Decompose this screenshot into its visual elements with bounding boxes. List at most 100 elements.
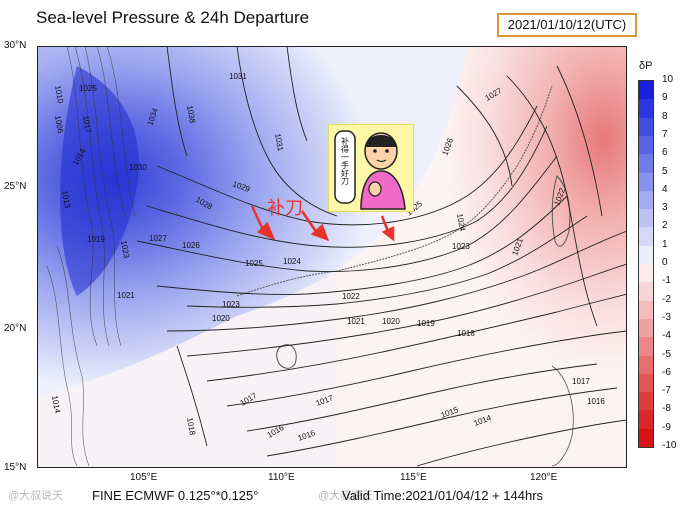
colorbar-tick-label: 6 (662, 147, 668, 159)
colorbar-tick-label: -10 (662, 440, 677, 451)
isobar-label: 1027 (149, 234, 167, 243)
coastline (236, 85, 553, 297)
lat-label: 15°N (4, 462, 27, 473)
colorbar-segment (639, 337, 653, 356)
isobar-label: 1023 (119, 240, 131, 260)
annotation-arrow-head (256, 221, 276, 241)
colorbar-tick-label: 10 (662, 74, 674, 85)
colorbar-tick-label: -4 (662, 330, 671, 342)
watermark: @大叔说天 (318, 490, 374, 502)
colorbar-segment (639, 282, 653, 302)
isobar-label: 1025 (245, 259, 263, 268)
colorbar-segment (639, 318, 653, 338)
isobar-label: 1018 (185, 417, 197, 437)
colorbar-tick-label: 2 (662, 220, 668, 232)
annotation-arrows (250, 205, 395, 242)
colorbar-tick-label: 9 (662, 92, 668, 104)
isobar-label: 1013 (60, 190, 72, 210)
annotation-text: 补刀 (267, 198, 303, 219)
colorbar-tick-label: -7 (662, 385, 671, 397)
philippines-outline (551, 365, 574, 467)
isobar-label: 1017 (81, 115, 93, 135)
isobar-label: 1023 (452, 242, 470, 251)
isobar-label: 1016 (587, 397, 605, 406)
colorbar-segment (639, 392, 653, 411)
isobar-label: 1024 (455, 213, 467, 233)
isobar-label: 1018 (457, 329, 475, 338)
lat-label: 30°N (4, 40, 27, 51)
isobar-label: 1030 (129, 163, 147, 172)
lat-label: 25°N (4, 181, 27, 192)
isobar-label: 1014 (50, 395, 62, 415)
annotation-arrow-head (310, 223, 330, 242)
chart-title: Sea-level Pressure & 24h Departure (36, 8, 310, 27)
annotation-arrow-head (381, 226, 395, 242)
colorbar-segment (639, 410, 653, 430)
colorbar-tick-label: -5 (662, 348, 671, 360)
colorbar-segment (639, 245, 653, 265)
isobar-label: 1038 (185, 105, 197, 125)
lat-label: 20°N (4, 323, 27, 334)
colorbar-segment (639, 172, 653, 192)
colorbar (638, 80, 654, 448)
cartoon-caption: 补得一手好刀 (341, 136, 350, 186)
lon-label: 110°E (268, 472, 295, 483)
isobar-label: 1026 (182, 241, 200, 250)
isobar-label: 1025 (79, 84, 97, 93)
colorbar-segment (639, 135, 653, 155)
cartoon-figure: 补得一手好刀 (334, 130, 406, 210)
colorbar-tick-label: -2 (662, 293, 671, 305)
colorbar-segment (639, 355, 653, 375)
valid-time: Valid Time:2021/01/04/12 + 144hrs (342, 488, 544, 503)
cartoon-sticker: 补得一手好刀 (328, 124, 414, 212)
colorbar-segment (639, 227, 653, 247)
isobar-label: 1024 (283, 257, 301, 266)
lon-label: 120°E (530, 472, 558, 483)
isobar-label: 1020 (382, 317, 400, 326)
colorbar-tick-label: -6 (662, 366, 671, 378)
isobar-label: 1017 (572, 377, 590, 386)
colorbar-tick-label: 1 (662, 238, 668, 250)
colorbar-tick-label: 0 (662, 257, 668, 268)
isobar-label: 1023 (222, 300, 240, 309)
colorbar-tick-label: 7 (662, 128, 668, 140)
isobar-lines (136, 46, 627, 467)
isobar-label: 1019 (87, 235, 105, 244)
lon-label: 105°E (130, 472, 158, 483)
isobar-label: 1020 (212, 314, 230, 323)
colorbar-tick-label: -9 (662, 421, 671, 433)
isobar-label: 1022 (342, 292, 360, 301)
colorbar-tick-label: 8 (662, 110, 668, 122)
lon-label: 115°E (400, 472, 427, 483)
colorbar-segment (639, 300, 653, 320)
colorbar-segment (639, 99, 653, 119)
colorbar-tick-label: 5 (662, 165, 668, 177)
colorbar-segment (639, 117, 653, 137)
colorbar-segment (639, 209, 653, 228)
colorbar-segment (639, 81, 653, 100)
colorbar-tick-label: 4 (662, 183, 668, 195)
colorbar-segment (639, 428, 653, 448)
colorbar-tick-label: 3 (662, 202, 668, 214)
terrain-contours (46, 46, 136, 467)
watermark: @大叔说天 (8, 490, 64, 502)
pressure-map: 1010 1025 1006 1017 1014 1013 1030 1034 … (37, 46, 627, 468)
colorbar-tick-label: -8 (662, 403, 671, 415)
colorbar-segment (639, 373, 653, 393)
isobar-label: 1021 (117, 291, 135, 300)
taiwan-outline (551, 175, 571, 247)
strong-negative-core (60, 66, 139, 296)
valid-date-box: 2021/01/10/12(UTC) (497, 13, 637, 37)
colorbar-label: δP (639, 60, 653, 72)
isobar-label: 1031 (273, 133, 285, 153)
colorbar-tick-label: -3 (662, 311, 671, 323)
colorbar-segment (639, 264, 653, 283)
isobar-label: 1031 (229, 72, 247, 81)
isobar-label: 1010 (53, 85, 65, 105)
colorbar-tick-label: -1 (662, 275, 671, 287)
isobar-label: 1021 (347, 317, 365, 326)
hainan-outline (276, 344, 297, 369)
colorbar-segment (639, 154, 653, 173)
colorbar-segment (639, 190, 653, 210)
isobar-label: 1019 (417, 319, 435, 328)
